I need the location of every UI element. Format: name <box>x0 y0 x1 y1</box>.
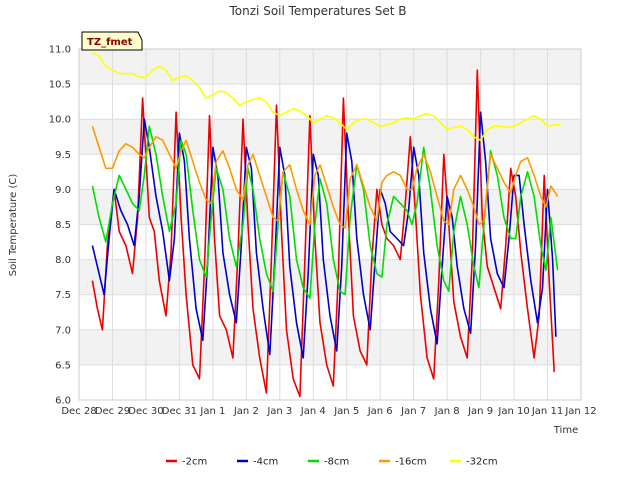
legend-label: -8cm <box>324 457 349 468</box>
y-tick-label: 7.5 <box>55 290 71 301</box>
x-tick-label: Jan 6 <box>367 406 393 417</box>
series-line--32cm <box>92 51 561 142</box>
legend-label: -32cm <box>466 457 498 468</box>
x-axis-label: Time <box>553 425 578 436</box>
series-lines <box>91 51 561 398</box>
plot-band <box>79 119 581 155</box>
x-tick-label: Dec 31 <box>162 406 197 417</box>
plot-band <box>79 259 581 295</box>
legend-label: -2cm <box>182 457 207 468</box>
plot-background-bands <box>79 49 581 400</box>
y-tick-label: 10.5 <box>49 80 71 91</box>
y-tick-label: 8.0 <box>55 255 71 266</box>
x-tick-label: Dec 28 <box>61 406 96 417</box>
badge-label: TZ_fmet <box>87 37 133 48</box>
x-tick-label: Jan 11 <box>531 406 563 417</box>
x-tick-label: Jan 7 <box>400 406 426 417</box>
y-tick-labels: 6.0 6.5 7.0 7.5 8.0 8.5 9.0 9.5 10.0 10.5 11.0 <box>49 45 71 407</box>
x-tick-label: Jan 9 <box>467 406 493 417</box>
y-tick-label: 6.0 <box>55 396 71 407</box>
y-tick-label: 8.5 <box>55 220 71 231</box>
series-line--4cm <box>91 111 557 359</box>
x-tick-label: Jan 4 <box>300 406 326 417</box>
y-tick-label: 10.0 <box>49 115 71 126</box>
legend-label: -4cm <box>253 457 278 468</box>
x-tick-label: Dec 30 <box>128 406 163 417</box>
plot-band <box>79 49 581 85</box>
plot-band <box>79 329 581 365</box>
series-line--2cm <box>91 69 555 398</box>
y-tick-label: 9.5 <box>55 150 71 161</box>
x-tick-label: Jan 1 <box>199 406 225 417</box>
x-tick-label: Jan 10 <box>497 406 529 417</box>
series-line--16cm <box>91 125 559 229</box>
x-tick-label: Jan 5 <box>333 406 359 417</box>
legend: -2cm -4cm -8cm -16cm -32cm <box>166 457 498 468</box>
x-tick-label: Jan 12 <box>564 406 596 417</box>
plot-area <box>78 48 582 401</box>
y-tick-label: 11.0 <box>49 45 71 56</box>
series-line--8cm <box>91 125 559 300</box>
plot-band <box>79 364 581 400</box>
station-badge: TZ_fmet <box>81 31 143 51</box>
y-tick-label: 7.0 <box>55 325 71 336</box>
x-tick-label: Jan 3 <box>266 406 292 417</box>
y-axis-label: Soil Temperature (C) <box>8 174 19 277</box>
x-tick-label: Dec 29 <box>95 406 130 417</box>
x-tick-label: Jan 2 <box>233 406 259 417</box>
legend-label: -16cm <box>395 457 427 468</box>
plot-band <box>79 84 581 120</box>
plot-band <box>79 154 581 190</box>
y-tick-label: 9.0 <box>55 185 71 196</box>
chart-title: Tonzi Soil Temperatures Set B <box>229 4 407 18</box>
y-tick-label: 6.5 <box>55 360 71 371</box>
badge-box <box>81 31 143 51</box>
x-tick-label: Jan 8 <box>434 406 460 417</box>
